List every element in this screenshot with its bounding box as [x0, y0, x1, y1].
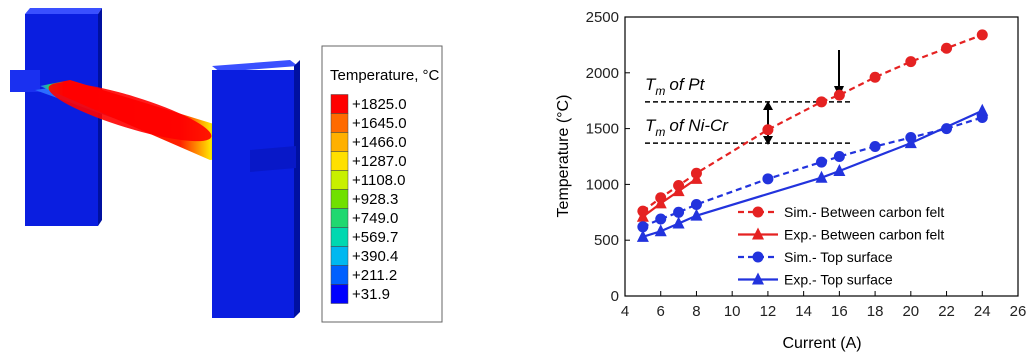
data-point — [762, 124, 773, 135]
legend-label: Sim.- Between carbon felt — [784, 204, 944, 220]
x-tick-label: 24 — [974, 303, 991, 320]
colorbar-swatch — [331, 133, 348, 152]
x-tick-label: 14 — [795, 303, 812, 320]
x-tick-label: 18 — [867, 303, 884, 320]
data-point — [691, 199, 702, 210]
legend-label: Exp.- Between carbon felt — [784, 227, 944, 243]
colorbar-label: +1466.0 — [352, 134, 407, 151]
x-tick-label: 8 — [692, 303, 700, 320]
data-point — [655, 213, 666, 224]
x-tick-label: 20 — [902, 303, 919, 320]
annotation-text: of Pt — [669, 75, 705, 94]
data-point — [941, 43, 952, 54]
y-tick-label: 2000 — [586, 65, 619, 82]
data-point — [816, 96, 827, 107]
y-axis-label: Temperature (°C) — [555, 95, 572, 218]
y-tick-label: 1000 — [586, 176, 619, 193]
colorbar-label: +1287.0 — [352, 153, 407, 170]
colorbar-swatch — [331, 95, 348, 114]
data-point — [905, 56, 916, 67]
colorbar-label: +390.4 — [352, 248, 398, 265]
data-point — [870, 141, 881, 152]
data-point — [870, 72, 881, 83]
legend-label: Sim.- Top surface — [784, 249, 893, 265]
colorbar-swatch — [331, 247, 348, 266]
colorbar-swatch — [331, 228, 348, 247]
series-line — [643, 179, 697, 217]
colorbar-swatch — [331, 266, 348, 285]
data-point — [834, 151, 845, 162]
figure: Temperature, °C Current (A) Temperature … — [0, 0, 1026, 356]
x-axis-label: Current (A) — [782, 335, 861, 352]
chart: Current (A) Temperature (°C) — [555, 17, 1018, 352]
legend-marker — [753, 252, 764, 263]
x-tick-label: 22 — [938, 303, 955, 320]
data-point — [816, 157, 827, 168]
page: {"colorbar": {"title": "Temperature, °C"… — [0, 0, 1026, 361]
colorbar-swatch — [331, 171, 348, 190]
y-tick-label: 0 — [611, 288, 619, 305]
x-tick-label: 6 — [657, 303, 665, 320]
data-point — [762, 173, 773, 184]
colorbar-label: +928.3 — [352, 191, 398, 208]
x-tick-label: 12 — [760, 303, 777, 320]
colorbar-label: +569.7 — [352, 229, 398, 246]
colorbar-swatch — [331, 209, 348, 228]
colorbar-swatch — [331, 152, 348, 171]
y-tick-label: 2500 — [586, 9, 619, 26]
colorbar-label: +31.9 — [352, 286, 390, 303]
annotation-subscript: m — [655, 125, 665, 139]
y-tick-label: 1500 — [586, 121, 619, 138]
colorbar-label: +1645.0 — [352, 115, 407, 132]
x-tick-label: 4 — [621, 303, 629, 320]
colorbar-label: +1825.0 — [352, 96, 407, 113]
colorbar-label: +749.0 — [352, 210, 398, 227]
y-tick-label: 500 — [594, 232, 619, 249]
legend-label: Exp.- Top surface — [784, 272, 893, 288]
legend-marker — [753, 207, 764, 218]
data-point — [977, 29, 988, 40]
colorbar-swatch — [331, 190, 348, 209]
colorbar-label: +1108.0 — [352, 172, 406, 189]
annotation-subscript: m — [655, 84, 665, 98]
heater-render — [10, 8, 300, 318]
colorbar-title: Temperature, °C — [330, 67, 440, 84]
colorbar-label: +211.2 — [352, 267, 397, 284]
data-point — [834, 90, 845, 101]
colorbar-swatch — [331, 114, 348, 133]
x-tick-label: 10 — [724, 303, 741, 320]
x-tick-label: 26 — [1010, 303, 1026, 320]
data-point — [673, 207, 684, 218]
annotation-text: of Ni-Cr — [669, 116, 729, 135]
x-tick-label: 16 — [831, 303, 848, 320]
colorbar-swatch — [331, 285, 348, 304]
data-point — [976, 104, 988, 116]
